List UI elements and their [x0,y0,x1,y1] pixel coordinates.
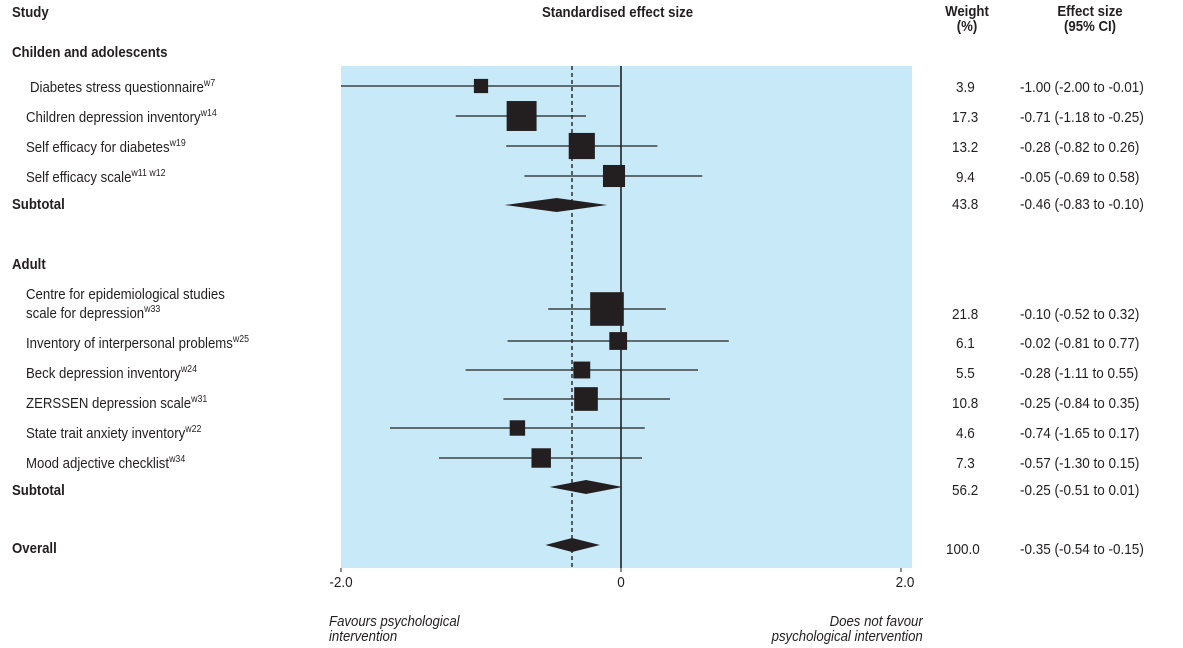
ci-header-line1: Effect size [1057,3,1123,20]
weight-value: 9.4 [956,169,975,186]
weight-value: 21.8 [952,306,979,323]
subtotal-ci: -0.25 (-0.51 to 0.01) [1020,482,1140,499]
weight-value: 6.1 [956,335,975,352]
study-name: Mood adjective checklist [26,455,170,472]
study-label: Mood adjective checklistw34 [26,454,185,472]
effect-ci-value: -0.05 (-0.69 to 0.58) [1020,169,1140,186]
weight-header-line1: Weight [945,3,989,20]
study-name: scale for depression [26,305,145,322]
effect-ci-value: -0.28 (-0.82 to 0.26) [1020,139,1140,156]
study-reference: w25 [232,334,250,345]
weight-value: 7.3 [956,455,975,472]
study-reference: w22 [185,424,202,435]
favours-intervention-note: Favours psychological intervention [329,614,460,644]
weight-value: 17.3 [952,109,979,126]
subtotal-weight: 56.2 [952,482,979,499]
overall-weight: 100.0 [946,541,980,558]
study-label: Self efficacy for diabetesw19 [26,138,186,156]
study-marker [573,361,591,379]
study-reference: w19 [169,138,186,149]
does-not-favour-line1: Does not favour [829,613,923,630]
study-name: State trait anxiety inventory [26,425,186,442]
group-label-children: Childen and adolescents [12,44,168,61]
weight-header-line2: (%) [956,18,978,35]
effect-ci-value: -1.00 (-2.00 to -0.01) [1020,79,1144,96]
effect-ci-value: -0.57 (-1.30 to 0.15) [1020,455,1140,472]
study-name: ZERSSEN depression scale [26,395,192,412]
effect-ci-value: -0.71 (-1.18 to -0.25) [1020,109,1144,126]
study-marker [568,132,595,160]
x-tick-label: 2.0 [895,574,915,591]
study-label: Children depression inventoryw14 [26,108,217,126]
study-name: Self efficacy scale [26,169,132,186]
plot-background [341,66,912,568]
favours-note-line1: Favours psychological [329,613,460,630]
study-marker [473,78,489,94]
study-name: Children depression inventory [26,109,201,126]
study-reference: w34 [169,454,186,465]
weight-header: Weight (%) [936,4,998,34]
weight-value: 10.8 [952,395,979,412]
study-reference: w24 [180,364,197,375]
study-reference: w7 [203,78,216,89]
subtotal-ci: -0.46 (-0.83 to -0.10) [1020,196,1144,213]
subtotal-label-children: Subtotal [12,196,65,213]
study-label: State trait anxiety inventoryw22 [26,424,201,442]
overall-label: Overall [12,540,57,557]
study-reference: w33 [144,304,161,315]
does-not-favour-note: Does not favour psychological interventi… [772,614,923,644]
study-label: Beck depression inventoryw24 [26,364,197,382]
study-marker [609,332,628,350]
study-marker [574,387,598,411]
effect-ci-value: -0.74 (-1.65 to 0.17) [1020,425,1140,442]
subtotal-label-adult: Subtotal [12,482,65,499]
study-reference: w14 [200,108,217,119]
study-name: Inventory of interpersonal problems [26,335,233,352]
study-column-header: Study [12,4,49,21]
x-tick-label: -2.0 [329,574,353,591]
overall-ci: -0.35 (-0.54 to -0.15) [1020,541,1144,558]
study-label: scale for depressionw33 [26,304,160,322]
weight-value: 13.2 [952,139,979,156]
ci-header: Effect size (95% CI) [1037,4,1143,34]
study-marker [531,448,551,468]
effect-ci-value: -0.28 (-1.11 to 0.55) [1020,365,1139,382]
weight-value: 3.9 [956,79,975,96]
effect-ci-value: -0.10 (-0.52 to 0.32) [1020,306,1140,323]
study-marker [590,292,624,326]
subtotal-diamond-adult [549,480,623,494]
study-name: Diabetes stress questionnaire [30,79,204,96]
weight-value: 5.5 [956,365,975,382]
study-marker [509,420,526,436]
study-label-line1: Centre for epidemiological studies [26,286,225,303]
subtotal-weight: 43.8 [952,196,979,213]
study-reference: w11 w12 [131,168,166,179]
weight-value: 4.6 [956,425,975,442]
x-tick-label: 0 [617,574,625,591]
study-marker [602,164,626,188]
ci-header-line2: (95% CI) [1063,18,1117,35]
study-reference: w31 [191,394,208,405]
subtotal-diamond-children [504,198,607,212]
group-label-adult: Adult [12,256,46,273]
study-label: ZERSSEN depression scalew31 [26,394,207,412]
effect-ci-value: -0.02 (-0.81 to 0.77) [1020,335,1140,352]
study-marker [506,101,537,131]
favours-note-line2: intervention [329,628,398,645]
study-label: Inventory of interpersonal problemsw25 [26,334,249,352]
study-label: Diabetes stress questionnairew7 [30,78,215,96]
effect-ci-value: -0.25 (-0.84 to 0.35) [1020,395,1140,412]
study-label: Self efficacy scalew11 w12 [26,168,165,186]
study-name: Beck depression inventory [26,365,181,382]
effect-size-header: Standardised effect size [542,4,694,21]
study-name: Self efficacy for diabetes [26,139,170,156]
does-not-favour-line2: psychological intervention [771,628,923,645]
overall-diamond [545,538,600,552]
